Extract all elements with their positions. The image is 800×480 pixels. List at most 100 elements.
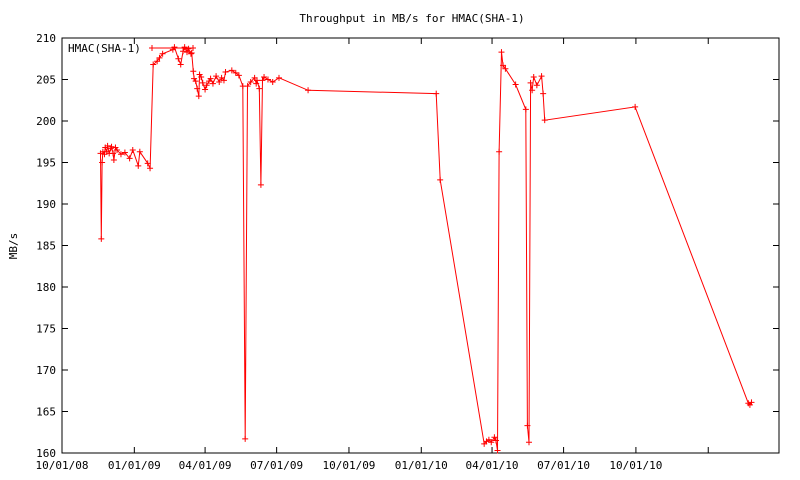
data-point: [235, 72, 242, 79]
data-point: [199, 79, 206, 86]
data-point: [494, 447, 501, 454]
y-tick-label: 190: [36, 198, 56, 211]
data-point: [114, 147, 121, 154]
series-line: [100, 45, 752, 451]
data-point: [177, 61, 184, 68]
y-tick-label: 165: [36, 406, 56, 419]
data-point: [117, 151, 124, 158]
data-point: [533, 82, 540, 89]
data-point: [522, 106, 529, 113]
x-tick-label: 10/01/09: [322, 459, 375, 472]
data-point: [247, 78, 254, 85]
data-point: [530, 74, 537, 81]
data-point: [502, 65, 509, 72]
y-tick-label: 160: [36, 447, 56, 460]
y-tick-label: 200: [36, 115, 56, 128]
data-point: [433, 90, 440, 97]
data-point: [136, 148, 143, 155]
data-point: [232, 69, 239, 76]
data-point: [437, 176, 444, 183]
data-point: [540, 90, 547, 97]
x-tick-label: 10/01/10: [609, 459, 662, 472]
x-tick-label: 07/01/09: [250, 459, 303, 472]
data-point: [195, 93, 202, 100]
data-point: [261, 74, 268, 81]
y-tick-label: 205: [36, 74, 56, 87]
data-point: [259, 77, 266, 84]
data-point: [496, 148, 503, 155]
data-point: [541, 117, 548, 124]
x-tick-label: 04/01/10: [466, 459, 519, 472]
data-point: [216, 78, 223, 85]
y-tick-label: 185: [36, 240, 56, 253]
x-tick-label: 01/01/09: [108, 459, 161, 472]
legend-marker: [190, 45, 196, 51]
data-point: [264, 76, 271, 83]
data-point: [257, 181, 264, 188]
data-point: [135, 162, 142, 169]
data-point: [498, 49, 505, 56]
data-point: [529, 87, 536, 94]
x-tick-label: 04/01/09: [179, 459, 232, 472]
data-point: [220, 77, 227, 84]
data-point: [126, 155, 133, 162]
data-point: [242, 435, 249, 442]
data-point: [213, 73, 220, 80]
data-point: [184, 49, 191, 56]
data-point: [491, 434, 498, 441]
data-point: [190, 68, 197, 75]
data-point: [500, 62, 507, 69]
data-point: [188, 49, 195, 56]
data-point: [110, 157, 117, 164]
data-point: [748, 399, 755, 406]
data-point: [209, 80, 216, 87]
x-tick-label: 01/01/10: [395, 459, 448, 472]
data-point: [244, 83, 251, 90]
y-axis-label: MB/s: [7, 233, 20, 260]
legend: HMAC(SHA-1): [68, 42, 196, 55]
data-point: [492, 437, 499, 444]
data-point: [129, 147, 136, 154]
legend-label: HMAC(SHA-1): [68, 42, 141, 55]
chart-title: Throughput in MB/s for HMAC(SHA-1): [299, 12, 524, 25]
x-tick-label: 10/01/08: [36, 459, 89, 472]
data-point: [538, 73, 545, 80]
data-point: [98, 235, 105, 242]
data-point: [512, 81, 519, 88]
data-point: [147, 165, 154, 172]
data-point: [104, 142, 111, 149]
data-point: [256, 85, 263, 92]
data-point: [144, 160, 151, 167]
data-point: [305, 87, 312, 94]
data-point: [527, 79, 534, 86]
series-layer: [97, 44, 755, 454]
data-point: [156, 54, 163, 61]
data-point: [110, 150, 117, 157]
data-point: [524, 422, 531, 429]
data-point: [171, 44, 178, 51]
data-point: [187, 50, 194, 57]
data-point: [181, 44, 188, 51]
y-tick-label: 175: [36, 323, 56, 336]
y-tick-label: 210: [36, 32, 56, 45]
data-point: [222, 69, 229, 76]
data-point: [192, 78, 199, 85]
data-point: [99, 159, 106, 166]
data-point: [207, 75, 214, 82]
data-point: [632, 103, 639, 110]
data-point: [269, 78, 276, 85]
data-point: [253, 77, 260, 84]
x-tick-label: 07/01/10: [537, 459, 590, 472]
data-point: [525, 439, 532, 446]
data-point: [202, 86, 209, 93]
data-point: [253, 80, 260, 87]
x-axis: 10/01/08 01/01/09 04/01/09 07/01/09 10/01/09…: [36, 38, 780, 472]
data-point: [159, 50, 166, 57]
data-point: [154, 58, 161, 65]
data-point: [275, 74, 282, 81]
y-tick-label: 170: [36, 364, 56, 377]
data-point: [228, 67, 235, 74]
data-point: [203, 82, 210, 89]
